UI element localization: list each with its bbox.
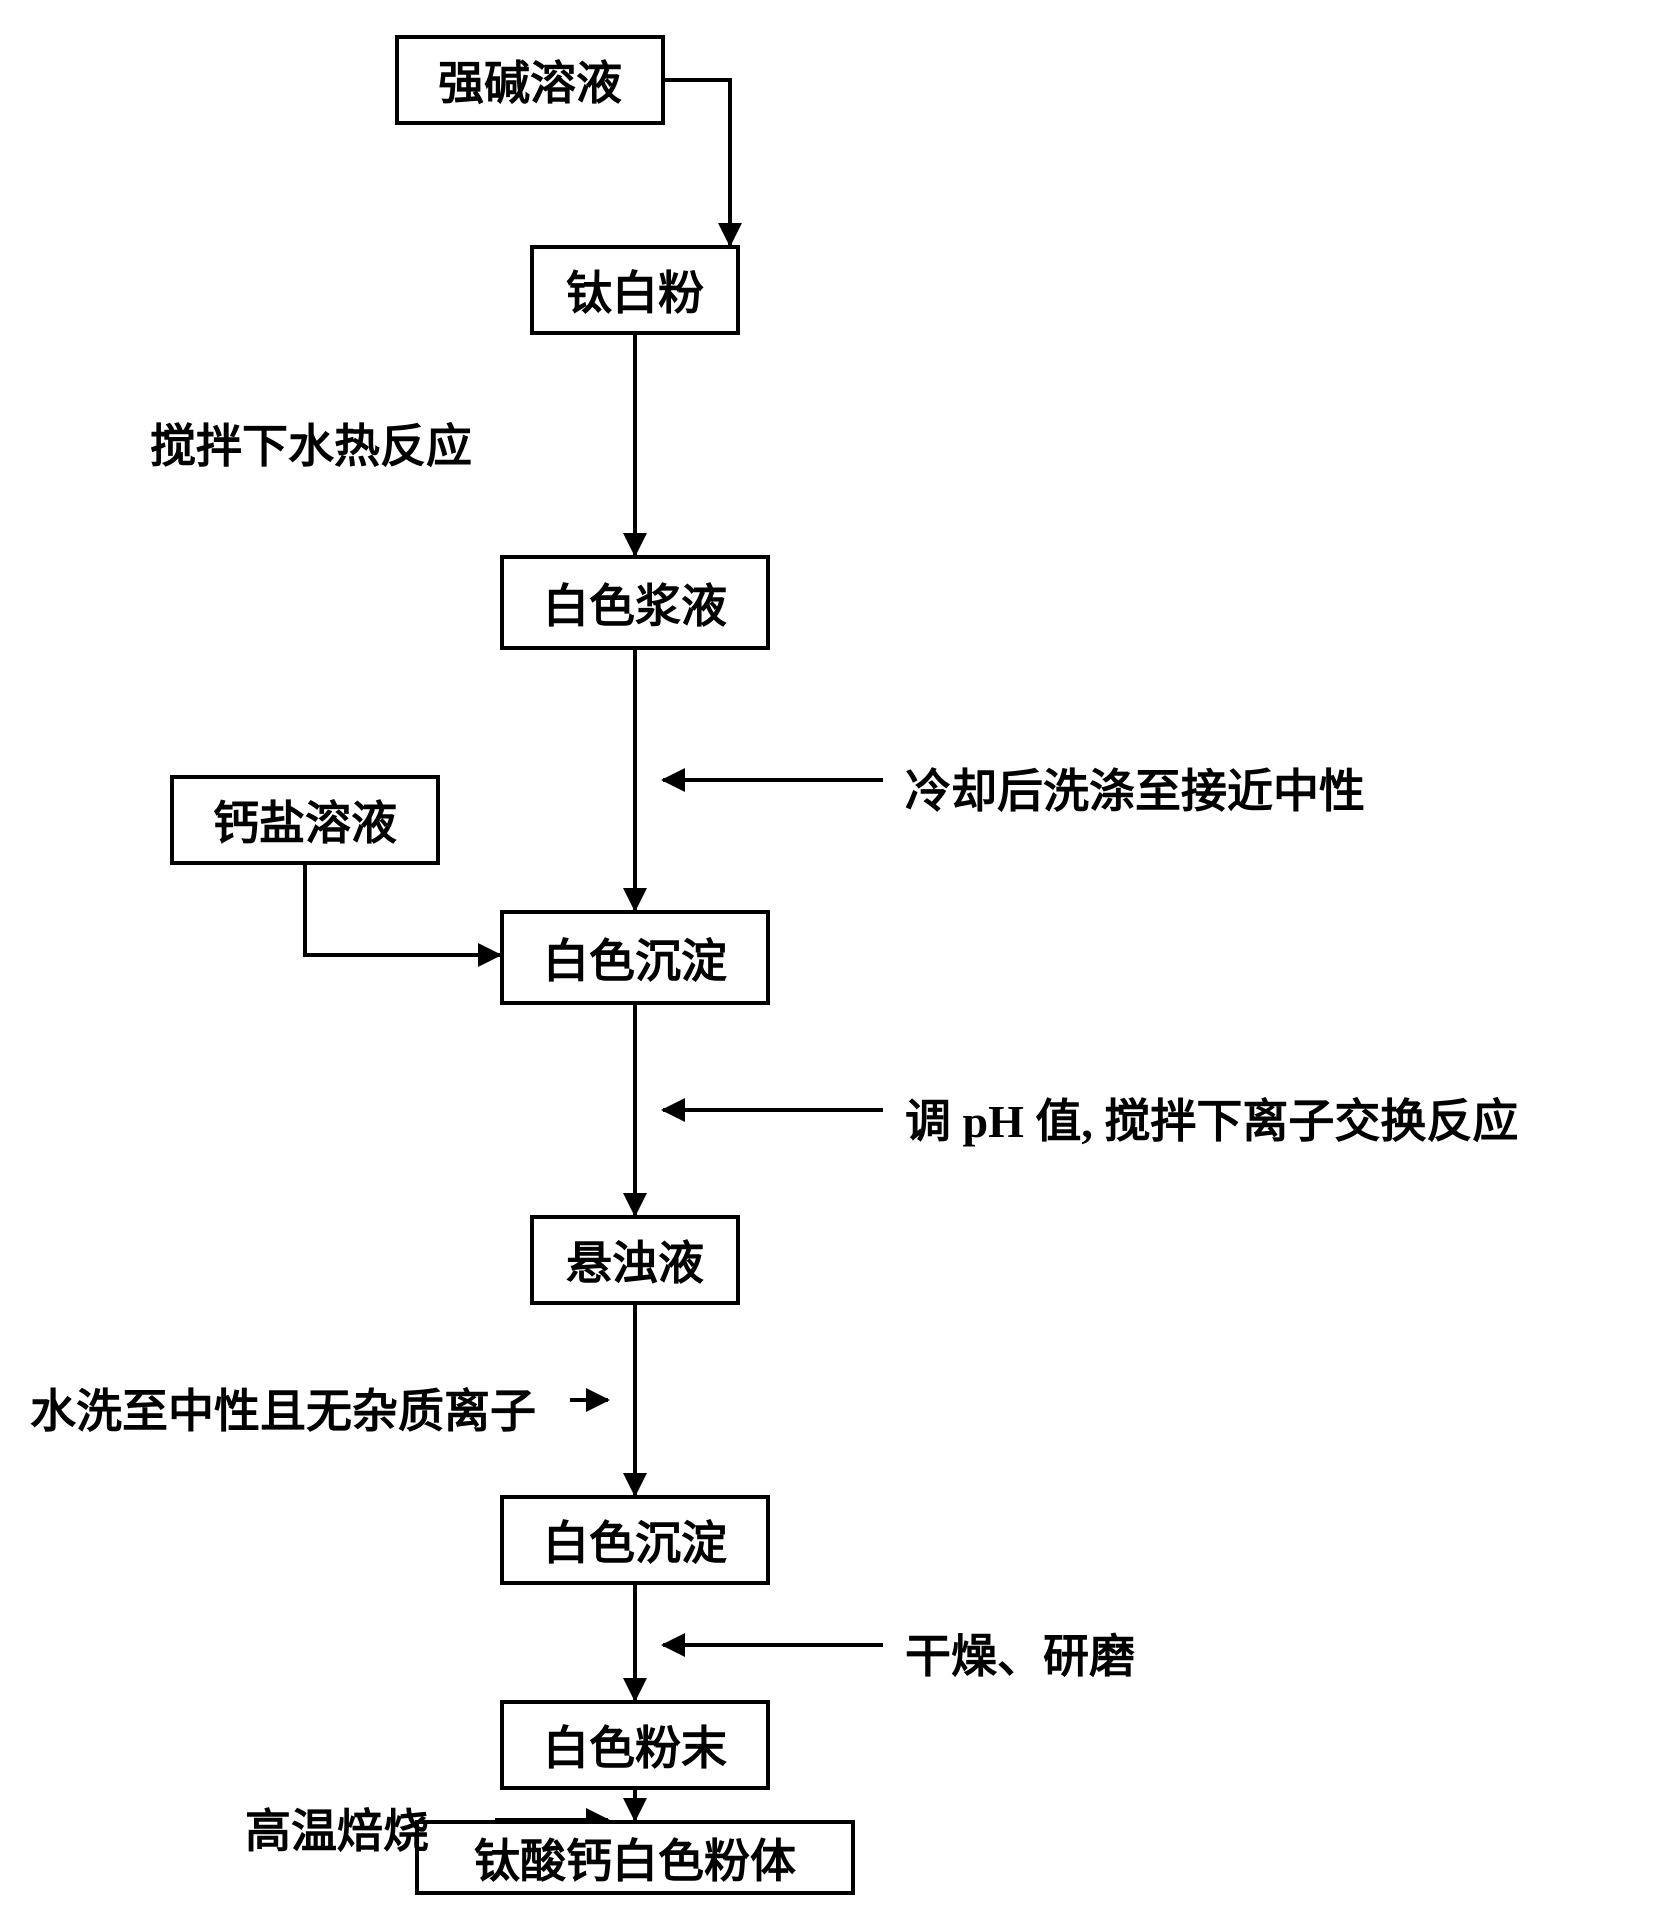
node-label: 钛酸钙白色粉体 [474,1825,796,1891]
label-hydrothermal: 搅拌下水热反应 [150,410,472,476]
node-label: 强碱溶液 [438,47,622,113]
node-label: 悬浊液 [566,1227,704,1293]
node-label: 白色沉淀 [543,1507,727,1573]
node-label: 钛白粉 [566,257,704,323]
node-ca-titanate: 钛酸钙白色粉体 [415,1820,855,1895]
node-label: 白色浆液 [543,570,727,636]
label-text: 水洗至中性且无杂质离子 [30,1386,536,1437]
label-calcine: 高温焙烧 [245,1795,429,1861]
node-white-precip-2: 白色沉淀 [500,1495,770,1585]
node-label: 白色粉末 [543,1712,727,1778]
node-label: 钙盐溶液 [213,787,397,853]
label-text: 搅拌下水热反应 [150,421,472,472]
node-ca-salt: 钙盐溶液 [170,775,440,865]
label-text: 冷却后洗涤至接近中性 [905,766,1365,817]
node-white-slurry: 白色浆液 [500,555,770,650]
label-text: 干燥、研磨 [905,1631,1135,1682]
label-text: 高温焙烧 [245,1806,429,1857]
label-ph-ionex: 调 pH 值, 搅拌下离子交换反应 [905,1085,1518,1151]
label-dry-grind: 干燥、研磨 [905,1620,1135,1686]
label-water-wash: 水洗至中性且无杂质离子 [30,1375,536,1441]
node-white-powder: 白色粉末 [500,1700,770,1790]
node-white-precip-1: 白色沉淀 [500,910,770,1005]
arrow-layer [0,0,1678,1905]
node-suspension: 悬浊液 [530,1215,740,1305]
node-tio2-powder: 钛白粉 [530,245,740,335]
label-cool-wash: 冷却后洗涤至接近中性 [905,755,1365,821]
flowchart-canvas: 强碱溶液 钛白粉 白色浆液 钙盐溶液 白色沉淀 悬浊液 白色沉淀 白色粉末 钛酸… [0,0,1678,1905]
node-label: 白色沉淀 [543,925,727,991]
node-strong-base: 强碱溶液 [395,35,665,125]
label-text: 调 pH 值, 搅拌下离子交换反应 [905,1096,1518,1147]
